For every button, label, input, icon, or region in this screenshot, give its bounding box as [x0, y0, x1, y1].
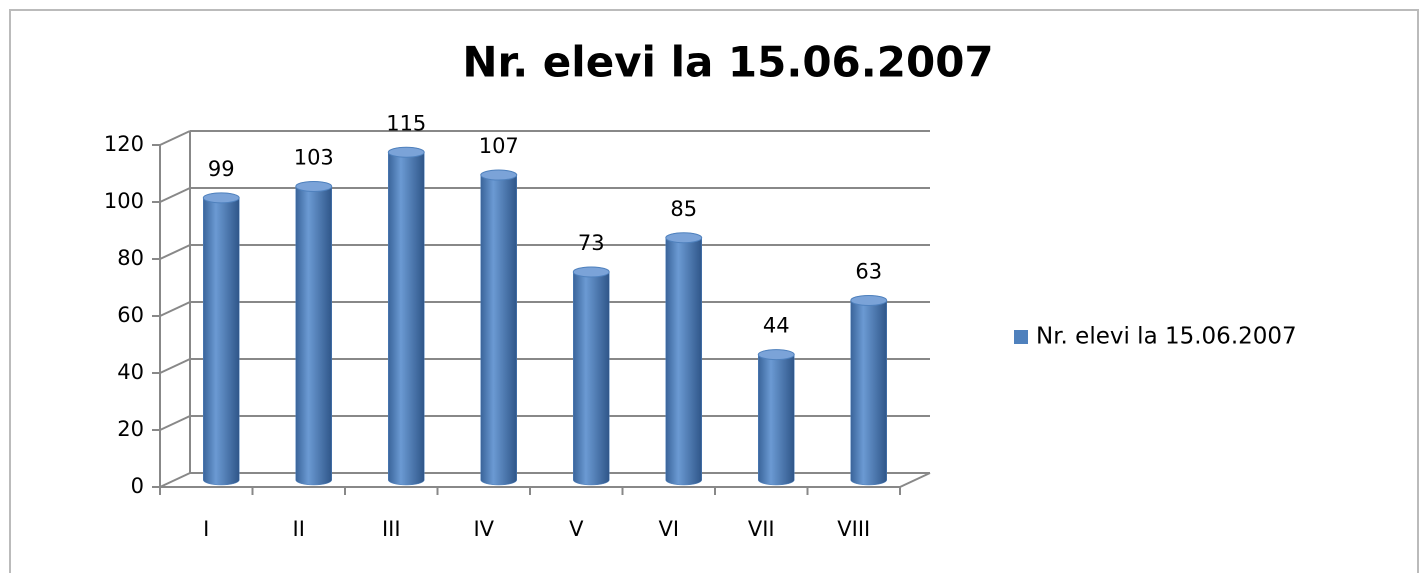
bar	[758, 349, 795, 486]
y-tick-label: 80	[117, 246, 144, 270]
grid-line	[159, 472, 191, 488]
x-tick-label: IV	[473, 517, 494, 541]
y-tick-label: 0	[131, 474, 144, 498]
y-tick-label: 120	[104, 132, 144, 156]
data-label: 103	[294, 145, 334, 169]
data-label: 99	[208, 157, 235, 181]
legend-swatch	[1014, 330, 1028, 344]
x-tick-label: VIII	[837, 517, 870, 541]
bar-top	[850, 294, 888, 306]
bar-top	[202, 192, 240, 204]
bar-top	[572, 266, 610, 278]
grid-line	[159, 130, 191, 146]
grid-line	[159, 244, 191, 260]
data-label: 63	[855, 259, 882, 283]
bar-top	[387, 146, 425, 158]
bar-top	[757, 349, 795, 361]
data-label: 73	[578, 231, 605, 255]
bar	[295, 181, 332, 486]
y-tick-label: 100	[104, 189, 144, 213]
x-tick-label: VII	[748, 517, 775, 541]
legend-label: Nr. elevi la 15.06.2007	[1036, 324, 1297, 350]
data-label: 107	[479, 134, 519, 158]
bar	[480, 169, 517, 486]
chart-border	[9, 9, 1419, 573]
x-tick-label: I	[203, 517, 209, 541]
grid-line	[159, 358, 191, 374]
bar	[573, 266, 610, 486]
data-label: 44	[763, 314, 790, 338]
data-label: 115	[386, 111, 426, 135]
x-tick-label: III	[382, 517, 401, 541]
grid-line	[159, 187, 191, 203]
chart-title: Nr. elevi la 15.06.2007	[462, 38, 993, 87]
grid-line	[159, 301, 191, 317]
bar	[665, 232, 702, 486]
bar	[203, 192, 240, 486]
x-tick-label: VI	[658, 517, 679, 541]
y-tick-label: 20	[117, 417, 144, 441]
floor-edge	[899, 472, 931, 488]
bar	[388, 147, 425, 486]
y-tick-label: 40	[117, 360, 144, 384]
bar-top	[480, 169, 518, 181]
y-tick-label: 60	[117, 303, 144, 327]
x-tick-label: V	[569, 517, 584, 541]
bar-top	[295, 180, 333, 192]
grid-line	[159, 415, 191, 431]
x-tick-label: II	[293, 517, 305, 541]
data-label: 85	[670, 197, 697, 221]
bar	[850, 295, 887, 486]
bar-top	[665, 232, 703, 244]
